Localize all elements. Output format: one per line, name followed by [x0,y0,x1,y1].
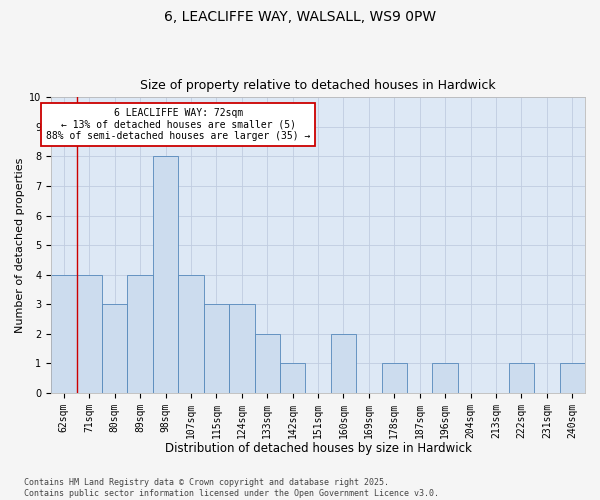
Bar [509,364,534,393]
Bar [254,334,280,393]
Text: 6, LEACLIFFE WAY, WALSALL, WS9 0PW: 6, LEACLIFFE WAY, WALSALL, WS9 0PW [164,10,436,24]
Bar [331,334,356,393]
Bar [178,274,203,393]
Bar [280,364,305,393]
Text: 6 LEACLIFFE WAY: 72sqm
← 13% of detached houses are smaller (5)
88% of semi-deta: 6 LEACLIFFE WAY: 72sqm ← 13% of detached… [46,108,310,141]
X-axis label: Distribution of detached houses by size in Hardwick: Distribution of detached houses by size … [164,442,472,455]
Bar [433,364,458,393]
Bar [77,274,102,393]
Text: Contains HM Land Registry data © Crown copyright and database right 2025.
Contai: Contains HM Land Registry data © Crown c… [24,478,439,498]
Bar [102,304,127,393]
Bar [229,304,254,393]
Title: Size of property relative to detached houses in Hardwick: Size of property relative to detached ho… [140,79,496,92]
Bar [127,274,153,393]
Y-axis label: Number of detached properties: Number of detached properties [15,158,25,333]
Bar [382,364,407,393]
Bar [203,304,229,393]
Bar [560,364,585,393]
Bar [51,274,77,393]
Bar [153,156,178,393]
